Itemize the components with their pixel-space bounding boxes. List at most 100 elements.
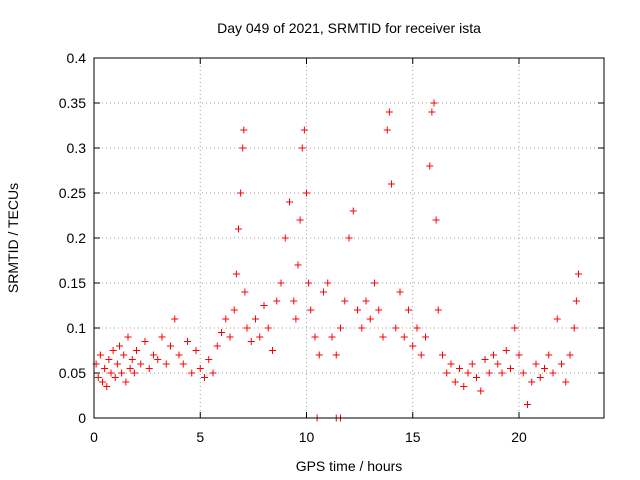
data-point [383,126,391,134]
data-point [213,342,221,350]
data-point [417,351,425,359]
data-point [239,144,247,152]
y-tick-label: 0.25 [59,185,86,201]
data-point [439,351,446,359]
data-point [137,360,145,368]
data-point [566,351,574,359]
data-point [109,347,117,354]
data-point [241,288,249,296]
data-point [128,356,136,363]
data-point [179,360,187,368]
chart-title: Day 049 of 2021, SRMTID for receiver ist… [217,20,481,36]
data-point [324,279,332,287]
data-point [422,333,429,341]
data-point [175,351,183,359]
x-axis-label: GPS time / hours [296,458,403,474]
y-tick-label: 0.35 [59,95,86,111]
data-point [96,351,104,359]
grid-lines [94,58,604,418]
data-point [337,324,344,332]
data-point [385,108,393,116]
data-point [332,351,340,359]
data-point [290,297,298,305]
data-point [99,378,106,386]
data-point [473,374,480,381]
data-point [292,315,300,323]
data-point [126,365,134,372]
data-point [311,333,319,341]
data-point [460,383,468,390]
x-tick-label: 0 [90,429,98,445]
data-point [447,360,455,368]
x-tick-label: 15 [405,429,421,445]
data-point [145,365,153,372]
data-point [124,333,132,341]
data-point [303,189,310,197]
data-point [218,329,225,336]
data-point [118,369,126,377]
data-point [511,324,519,332]
data-point [237,189,245,197]
data-point [205,356,213,363]
data-point [320,288,327,296]
x-tick-label: 5 [196,429,204,445]
data-point [192,347,200,354]
data-point [375,306,383,314]
data-point [528,378,536,386]
data-point [294,261,302,269]
data-point [477,387,485,395]
x-tick-label: 10 [299,429,315,445]
data-point [307,306,315,314]
data-point [111,374,119,381]
data-point [196,365,204,372]
data-point [167,342,174,350]
data-point [298,144,306,152]
data-point [485,369,493,377]
data-point [430,99,438,107]
x-tick-label: 20 [511,429,527,445]
data-point [345,234,353,242]
data-point [281,234,289,242]
data-point [428,108,436,116]
y-tick-label: 0.4 [67,50,87,66]
data-point [101,365,109,372]
data-point [315,351,323,359]
data-point [107,369,115,377]
data-point [222,315,230,323]
data-point [545,351,553,359]
data-point [443,369,451,377]
data-point [201,374,208,381]
y-tick-label: 0.15 [59,275,86,291]
data-point [388,180,395,188]
data-point [405,306,412,314]
y-tick-label: 0.3 [67,140,87,156]
data-point [122,378,130,386]
data-point [426,162,434,170]
data-point [572,297,580,305]
data-point [519,369,527,377]
data-point [549,369,557,377]
data-point [116,342,123,350]
data-point [273,297,281,305]
data-point [392,324,400,332]
data-point [120,351,128,359]
data-point [171,315,179,323]
data-point [507,365,514,372]
data-point [366,315,374,323]
data-point [154,356,162,363]
data-point [413,324,421,332]
data-point [456,365,463,372]
data-point [113,360,121,368]
data-point [575,270,582,278]
data-point [130,369,138,377]
data-point [269,347,276,354]
data-point [150,351,157,359]
data-point [341,297,349,305]
data-point [490,351,497,359]
data-point [396,288,404,296]
data-point [468,360,476,368]
data-point [328,333,336,341]
data-point [256,333,264,341]
data-point [558,360,565,368]
